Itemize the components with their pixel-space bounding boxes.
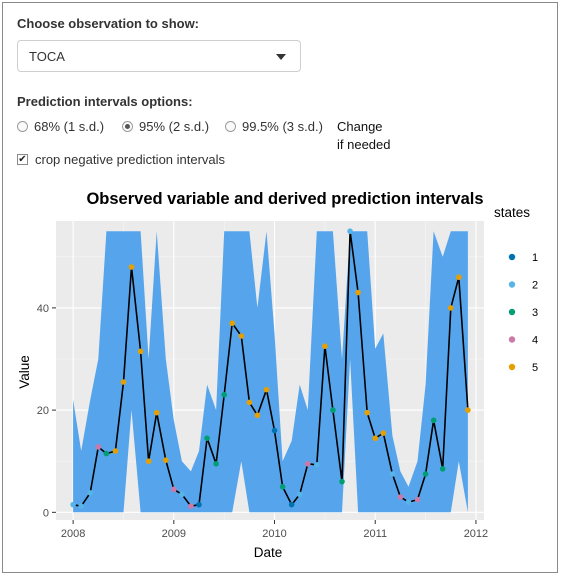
data-point xyxy=(204,435,210,442)
checkmark-icon: ✔ xyxy=(17,153,28,165)
data-point xyxy=(70,501,76,508)
x-tick-label: 2011 xyxy=(363,528,387,540)
radio-68[interactable]: 68% (1 s.d.) xyxy=(17,117,104,135)
y-tick-label: 20 xyxy=(37,405,49,417)
data-point xyxy=(171,486,177,493)
legend-label: 5 xyxy=(532,362,538,374)
data-point xyxy=(314,462,320,468)
data-point xyxy=(238,333,245,339)
data-point xyxy=(153,409,160,416)
data-point xyxy=(103,450,110,457)
y-tick-label: 40 xyxy=(37,303,49,315)
data-point xyxy=(372,435,379,442)
radio-circle xyxy=(17,120,28,132)
data-point xyxy=(380,430,387,436)
data-point xyxy=(112,448,119,454)
data-point xyxy=(196,501,202,508)
change-note: Change if needed xyxy=(337,118,391,154)
data-point xyxy=(465,407,471,413)
data-point xyxy=(288,501,295,508)
data-point xyxy=(389,471,396,477)
legend-key xyxy=(508,253,516,261)
note-line-1: Change xyxy=(337,119,383,134)
data-point xyxy=(405,499,412,505)
data-point xyxy=(347,228,353,235)
data-point xyxy=(145,458,152,465)
data-point xyxy=(179,491,185,498)
legend-key xyxy=(508,281,516,288)
data-point xyxy=(447,305,454,311)
data-point xyxy=(120,379,127,385)
data-point xyxy=(128,264,135,270)
legend: 1 2 3 4 5 xyxy=(508,252,538,374)
data-point xyxy=(162,457,169,464)
radio-circle-selected xyxy=(122,120,133,132)
data-point xyxy=(456,274,462,281)
data-point xyxy=(439,466,446,472)
y-axis-label: Value xyxy=(17,355,32,389)
data-point xyxy=(78,503,84,510)
note-line-2: if needed xyxy=(337,137,391,152)
data-point xyxy=(330,407,336,413)
data-point xyxy=(87,490,94,496)
data-point xyxy=(397,494,404,500)
observation-select[interactable]: TOCA xyxy=(17,40,301,72)
data-point xyxy=(221,391,227,398)
legend-key xyxy=(508,336,516,343)
crop-negative-checkbox[interactable]: ✔ crop negative prediction intervals xyxy=(17,151,225,167)
data-point xyxy=(213,460,219,467)
data-point xyxy=(414,496,421,503)
data-point xyxy=(263,386,270,393)
y-tick-label: 0 xyxy=(43,507,49,519)
legend-title: states xyxy=(494,205,530,220)
x-tick-label: 2012 xyxy=(464,528,488,540)
data-point xyxy=(188,503,194,510)
data-point xyxy=(271,427,278,434)
radio-label: 68% (1 s.d.) xyxy=(34,118,105,134)
legend-key xyxy=(508,308,516,316)
data-point xyxy=(304,460,311,467)
app-frame xyxy=(2,2,558,573)
data-point xyxy=(95,444,102,450)
crop-label: crop negative prediction intervals xyxy=(35,151,226,167)
data-point xyxy=(339,478,345,485)
data-point xyxy=(246,399,253,406)
legend-label: 2 xyxy=(532,280,538,292)
chevron-down-icon xyxy=(276,54,286,60)
radio-circle xyxy=(225,120,236,132)
chart-title: Observed variable and derived prediction… xyxy=(86,190,483,208)
data-point xyxy=(254,412,261,419)
data-point xyxy=(279,483,286,490)
legend-label: 1 xyxy=(532,252,538,264)
state-points xyxy=(70,228,471,510)
data-point xyxy=(296,491,303,498)
data-point xyxy=(430,417,437,424)
prediction-band xyxy=(73,231,468,513)
data-point xyxy=(229,320,236,327)
observation-value: TOCA xyxy=(29,49,65,64)
radio-label: 99.5% (3 s.d.) xyxy=(242,118,323,134)
x-axis-label: Date xyxy=(254,545,283,560)
radio-label: 95% (2 s.d.) xyxy=(139,118,210,134)
legend-key xyxy=(508,363,516,371)
x-tick-label: 2009 xyxy=(162,528,186,540)
intervals-label: Prediction intervals options: xyxy=(17,94,193,109)
axes: 0 20 40 2008 2009 2010 2011 2012 xyxy=(37,303,488,540)
x-tick-label: 2008 xyxy=(61,528,85,540)
data-point xyxy=(355,289,361,296)
legend-label: 3 xyxy=(532,307,538,319)
radio-99-5[interactable]: 99.5% (3 s.d.) xyxy=(225,117,323,135)
legend-label: 4 xyxy=(532,335,538,347)
x-tick-label: 2010 xyxy=(262,528,286,540)
data-point xyxy=(137,348,144,355)
radio-95[interactable]: 95% (2 s.d.) xyxy=(122,117,209,135)
data-point xyxy=(422,471,429,477)
data-point xyxy=(364,409,370,416)
data-point xyxy=(322,343,328,350)
observation-label: Choose observation to show: xyxy=(17,16,200,31)
